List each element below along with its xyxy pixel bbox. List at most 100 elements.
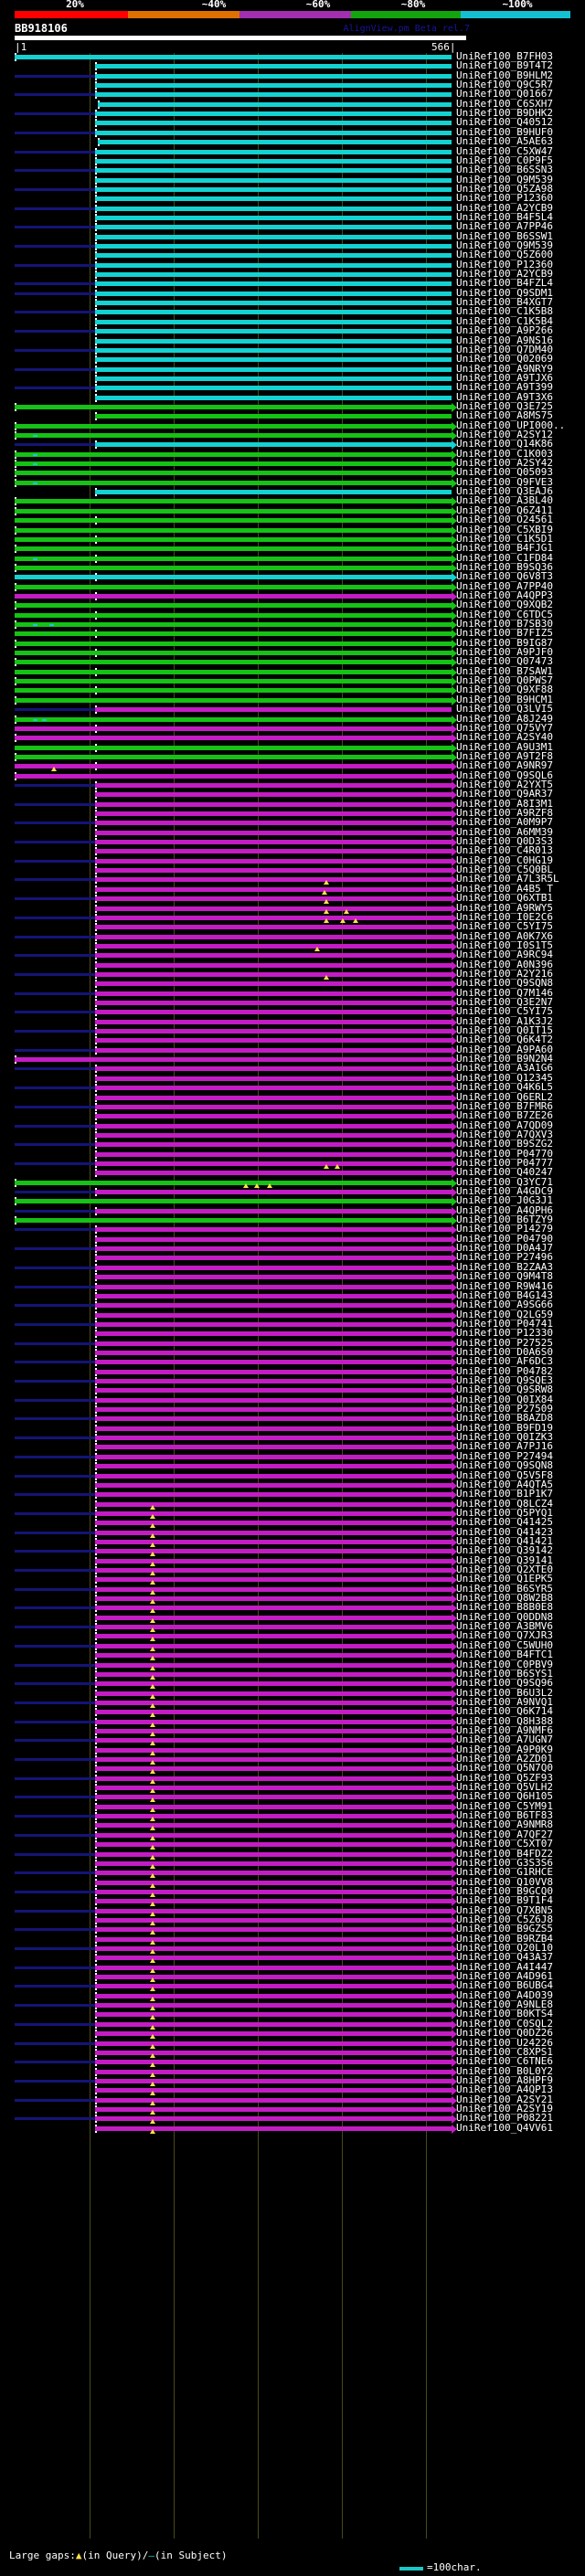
hit-accession-label[interactable]: UniRef100_Q1EPK5	[456, 1573, 553, 1585]
hit-accession-label[interactable]: UniRef100_A2Y216	[456, 967, 553, 980]
hsp-bar[interactable]	[15, 631, 452, 637]
hsp-bar[interactable]	[95, 1956, 452, 1961]
hit-row[interactable]: UniRef100_P12330	[0, 1328, 585, 1340]
hit-row[interactable]: UniRef100_Q9FVE3	[0, 476, 585, 488]
hit-row[interactable]: UniRef100_Q6K714	[0, 1706, 585, 1718]
hit-accession-label[interactable]: UniRef100_A7UGN7	[456, 1733, 553, 1746]
hit-row[interactable]: UniRef100_Q40247	[0, 1167, 585, 1179]
hit-accession-label[interactable]: UniRef100_Q10VV8	[456, 1875, 553, 1888]
hsp-bar[interactable]	[95, 1691, 452, 1696]
hit-row[interactable]: UniRef100_C5Z6J8	[0, 1913, 585, 1925]
hit-row[interactable]: UniRef100_C5WUH0	[0, 1639, 585, 1651]
hit-row[interactable]: UniRef100_B8B0E8	[0, 1601, 585, 1614]
hit-row[interactable]: UniRef100_Q5Z600	[0, 249, 585, 260]
hit-row[interactable]: UniRef100_Q5VLH2	[0, 1782, 585, 1794]
hsp-bar[interactable]	[95, 858, 452, 864]
hit-row[interactable]: UniRef100_C1K5B8	[0, 306, 585, 317]
hsp-bar[interactable]	[95, 158, 452, 164]
hsp-bar[interactable]	[95, 1236, 452, 1242]
hit-row[interactable]: UniRef100_A9P0K9	[0, 1744, 585, 1755]
hit-accession-label[interactable]: UniRef100_B6TZY9	[456, 1214, 553, 1226]
hsp-bar[interactable]	[95, 1568, 452, 1573]
hsp-bar[interactable]	[15, 651, 452, 656]
hsp-bar[interactable]	[95, 1936, 452, 1942]
hsp-bar[interactable]	[95, 130, 452, 135]
hit-accession-label[interactable]: UniRef100_Q9SQE3	[456, 1374, 553, 1386]
hit-accession-label[interactable]: UniRef100_A6MM39	[456, 825, 553, 838]
hit-row[interactable]: UniRef100_A0M9P7	[0, 817, 585, 829]
hit-row[interactable]: UniRef100_A2YXT5	[0, 779, 585, 790]
hit-row[interactable]: UniRef100_A9T3X6	[0, 390, 585, 403]
hit-row[interactable]: UniRef100_I0E2C6	[0, 911, 585, 923]
hit-accession-label[interactable]: UniRef100_B7SAW1	[456, 664, 553, 677]
hit-row[interactable]: UniRef100_A2Y216	[0, 967, 585, 980]
hit-row[interactable]: UniRef100_B6SSN3	[0, 164, 585, 175]
hit-accession-label[interactable]: UniRef100_B9IG87	[456, 636, 553, 649]
hit-accession-label[interactable]: UniRef100_C0HG19	[456, 853, 553, 866]
hsp-bar[interactable]	[95, 1171, 452, 1176]
hit-accession-label[interactable]: UniRef100_C1K003	[456, 447, 553, 460]
hsp-bar[interactable]	[95, 1634, 452, 1639]
hit-accession-label[interactable]: UniRef100_Q0DDN8	[456, 1610, 553, 1623]
hit-row[interactable]: UniRef100_B7SB30	[0, 619, 585, 630]
hsp-bar[interactable]	[95, 281, 452, 287]
hsp-bar[interactable]	[95, 1010, 452, 1015]
hit-row[interactable]: UniRef100_P27525	[0, 1336, 585, 1349]
hit-accession-label[interactable]: UniRef100_C5YM91	[456, 1799, 553, 1812]
hsp-bar[interactable]	[15, 603, 452, 609]
hsp-bar[interactable]	[95, 925, 452, 930]
hsp-bar[interactable]	[95, 1095, 452, 1100]
hsp-bar[interactable]	[95, 1832, 452, 1838]
hit-accession-label[interactable]: UniRef100_B6UBG4	[456, 1979, 553, 1992]
hit-accession-label[interactable]: UniRef100_C4R013	[456, 844, 553, 857]
hit-accession-label[interactable]: UniRef100_A2SY12	[456, 429, 553, 440]
hit-accession-label[interactable]: UniRef100_C1FD84	[456, 551, 553, 564]
hsp-bar[interactable]	[95, 2078, 452, 2083]
hit-accession-label[interactable]: UniRef100_A4QPH6	[456, 1203, 553, 1216]
hit-row[interactable]: UniRef100_A9TJX6	[0, 371, 585, 384]
hit-row[interactable]: UniRef100_Q6ERL2	[0, 1091, 585, 1103]
hit-accession-label[interactable]: UniRef100_P04777	[456, 1156, 553, 1169]
hsp-bar[interactable]	[95, 1899, 452, 1904]
hit-accession-label[interactable]: UniRef100_P27525	[456, 1336, 553, 1349]
hit-row[interactable]: UniRef100_Q6V8T3	[0, 571, 585, 583]
hit-accession-label[interactable]: UniRef100_A9TJX6	[456, 371, 553, 384]
hit-accession-label[interactable]: UniRef100_B4FZL4	[456, 277, 553, 290]
hit-accession-label[interactable]: UniRef100_P04790	[456, 1232, 553, 1245]
hit-row[interactable]: UniRef100_B6U3L2	[0, 1686, 585, 1699]
hit-row[interactable]: UniRef100_B6SYS1	[0, 1668, 585, 1680]
hit-accession-label[interactable]: UniRef100_B6U3L2	[456, 1686, 553, 1699]
hsp-bar[interactable]	[95, 1880, 452, 1885]
hit-accession-label[interactable]: UniRef100_A9T3X6	[456, 390, 553, 403]
hit-accession-label[interactable]: UniRef100_B8B0E8	[456, 1601, 553, 1614]
hsp-bar[interactable]	[95, 1521, 452, 1526]
hit-row[interactable]: UniRef100_B9T1F4	[0, 1895, 585, 1907]
hit-row[interactable]: UniRef100_P12360	[0, 259, 585, 270]
hit-accession-label[interactable]: UniRef100_Q14K86	[456, 438, 553, 451]
hsp-bar[interactable]	[95, 1265, 452, 1270]
hsp-bar[interactable]	[95, 1445, 452, 1450]
hit-row[interactable]: UniRef100_Q0DZ26	[0, 2028, 585, 2040]
hsp-bar[interactable]	[95, 1710, 452, 1715]
hsp-bar[interactable]	[95, 1927, 452, 1933]
hsp-bar[interactable]	[15, 499, 452, 504]
hsp-bar[interactable]	[95, 1795, 452, 1800]
hit-row[interactable]: UniRef100_Q0IT15	[0, 1024, 585, 1037]
hit-accession-label[interactable]: UniRef100_Q4VV61	[456, 2121, 553, 2134]
hit-row[interactable]: UniRef100_C5XBI9	[0, 524, 585, 535]
hit-row[interactable]: UniRef100_A2ZD01	[0, 1754, 585, 1765]
hit-accession-label[interactable]: UniRef100_Q8W2B8	[456, 1592, 553, 1605]
hit-row[interactable]: UniRef100_A4GDC9	[0, 1186, 585, 1197]
hit-row[interactable]: UniRef100_B2ZAA3	[0, 1261, 585, 1273]
hit-row[interactable]: UniRef100_A1K3J2	[0, 1015, 585, 1027]
hit-row[interactable]: UniRef100_C5YI75	[0, 1006, 585, 1018]
hit-accession-label[interactable]: UniRef100_Q5N7Q0	[456, 1762, 553, 1775]
hit-row[interactable]: UniRef100_Q9SQ96	[0, 1678, 585, 1690]
hit-row[interactable]: UniRef100_B9HUF0	[0, 126, 585, 138]
hit-row[interactable]: UniRef100_C0P9F5	[0, 154, 585, 166]
hsp-bar[interactable]	[15, 565, 452, 570]
hsp-bar[interactable]	[95, 1019, 452, 1024]
hit-accession-label[interactable]: UniRef100_Q0IT15	[456, 1024, 553, 1037]
hit-row[interactable]: UniRef100_Q0IX84	[0, 1394, 585, 1405]
hit-row[interactable]: UniRef100_Q4VV61	[0, 2121, 585, 2134]
